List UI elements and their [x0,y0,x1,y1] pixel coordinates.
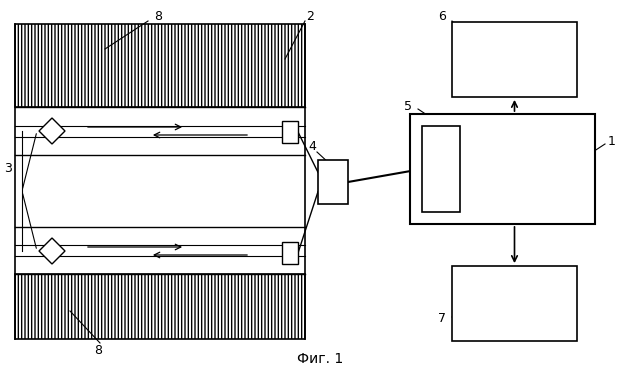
Bar [15,24,305,107]
Polygon shape [39,118,65,144]
Text: Фиг. 1: Фиг. 1 [297,352,343,366]
Bar [282,242,298,264]
Text: 7: 7 [438,313,446,325]
Polygon shape [39,238,65,264]
Bar [410,114,595,224]
Bar [422,126,460,212]
Bar [15,274,305,339]
Text: 1: 1 [608,134,616,148]
Text: 8: 8 [154,10,162,24]
Text: 5: 5 [404,100,412,114]
Text: 4: 4 [308,141,316,154]
Bar [452,266,577,341]
Text: 8: 8 [94,345,102,358]
Bar [282,121,298,143]
Bar [318,160,348,204]
Text: 3: 3 [4,162,12,176]
Text: 6: 6 [438,10,446,24]
Text: 2: 2 [306,10,314,24]
Bar [452,22,577,97]
